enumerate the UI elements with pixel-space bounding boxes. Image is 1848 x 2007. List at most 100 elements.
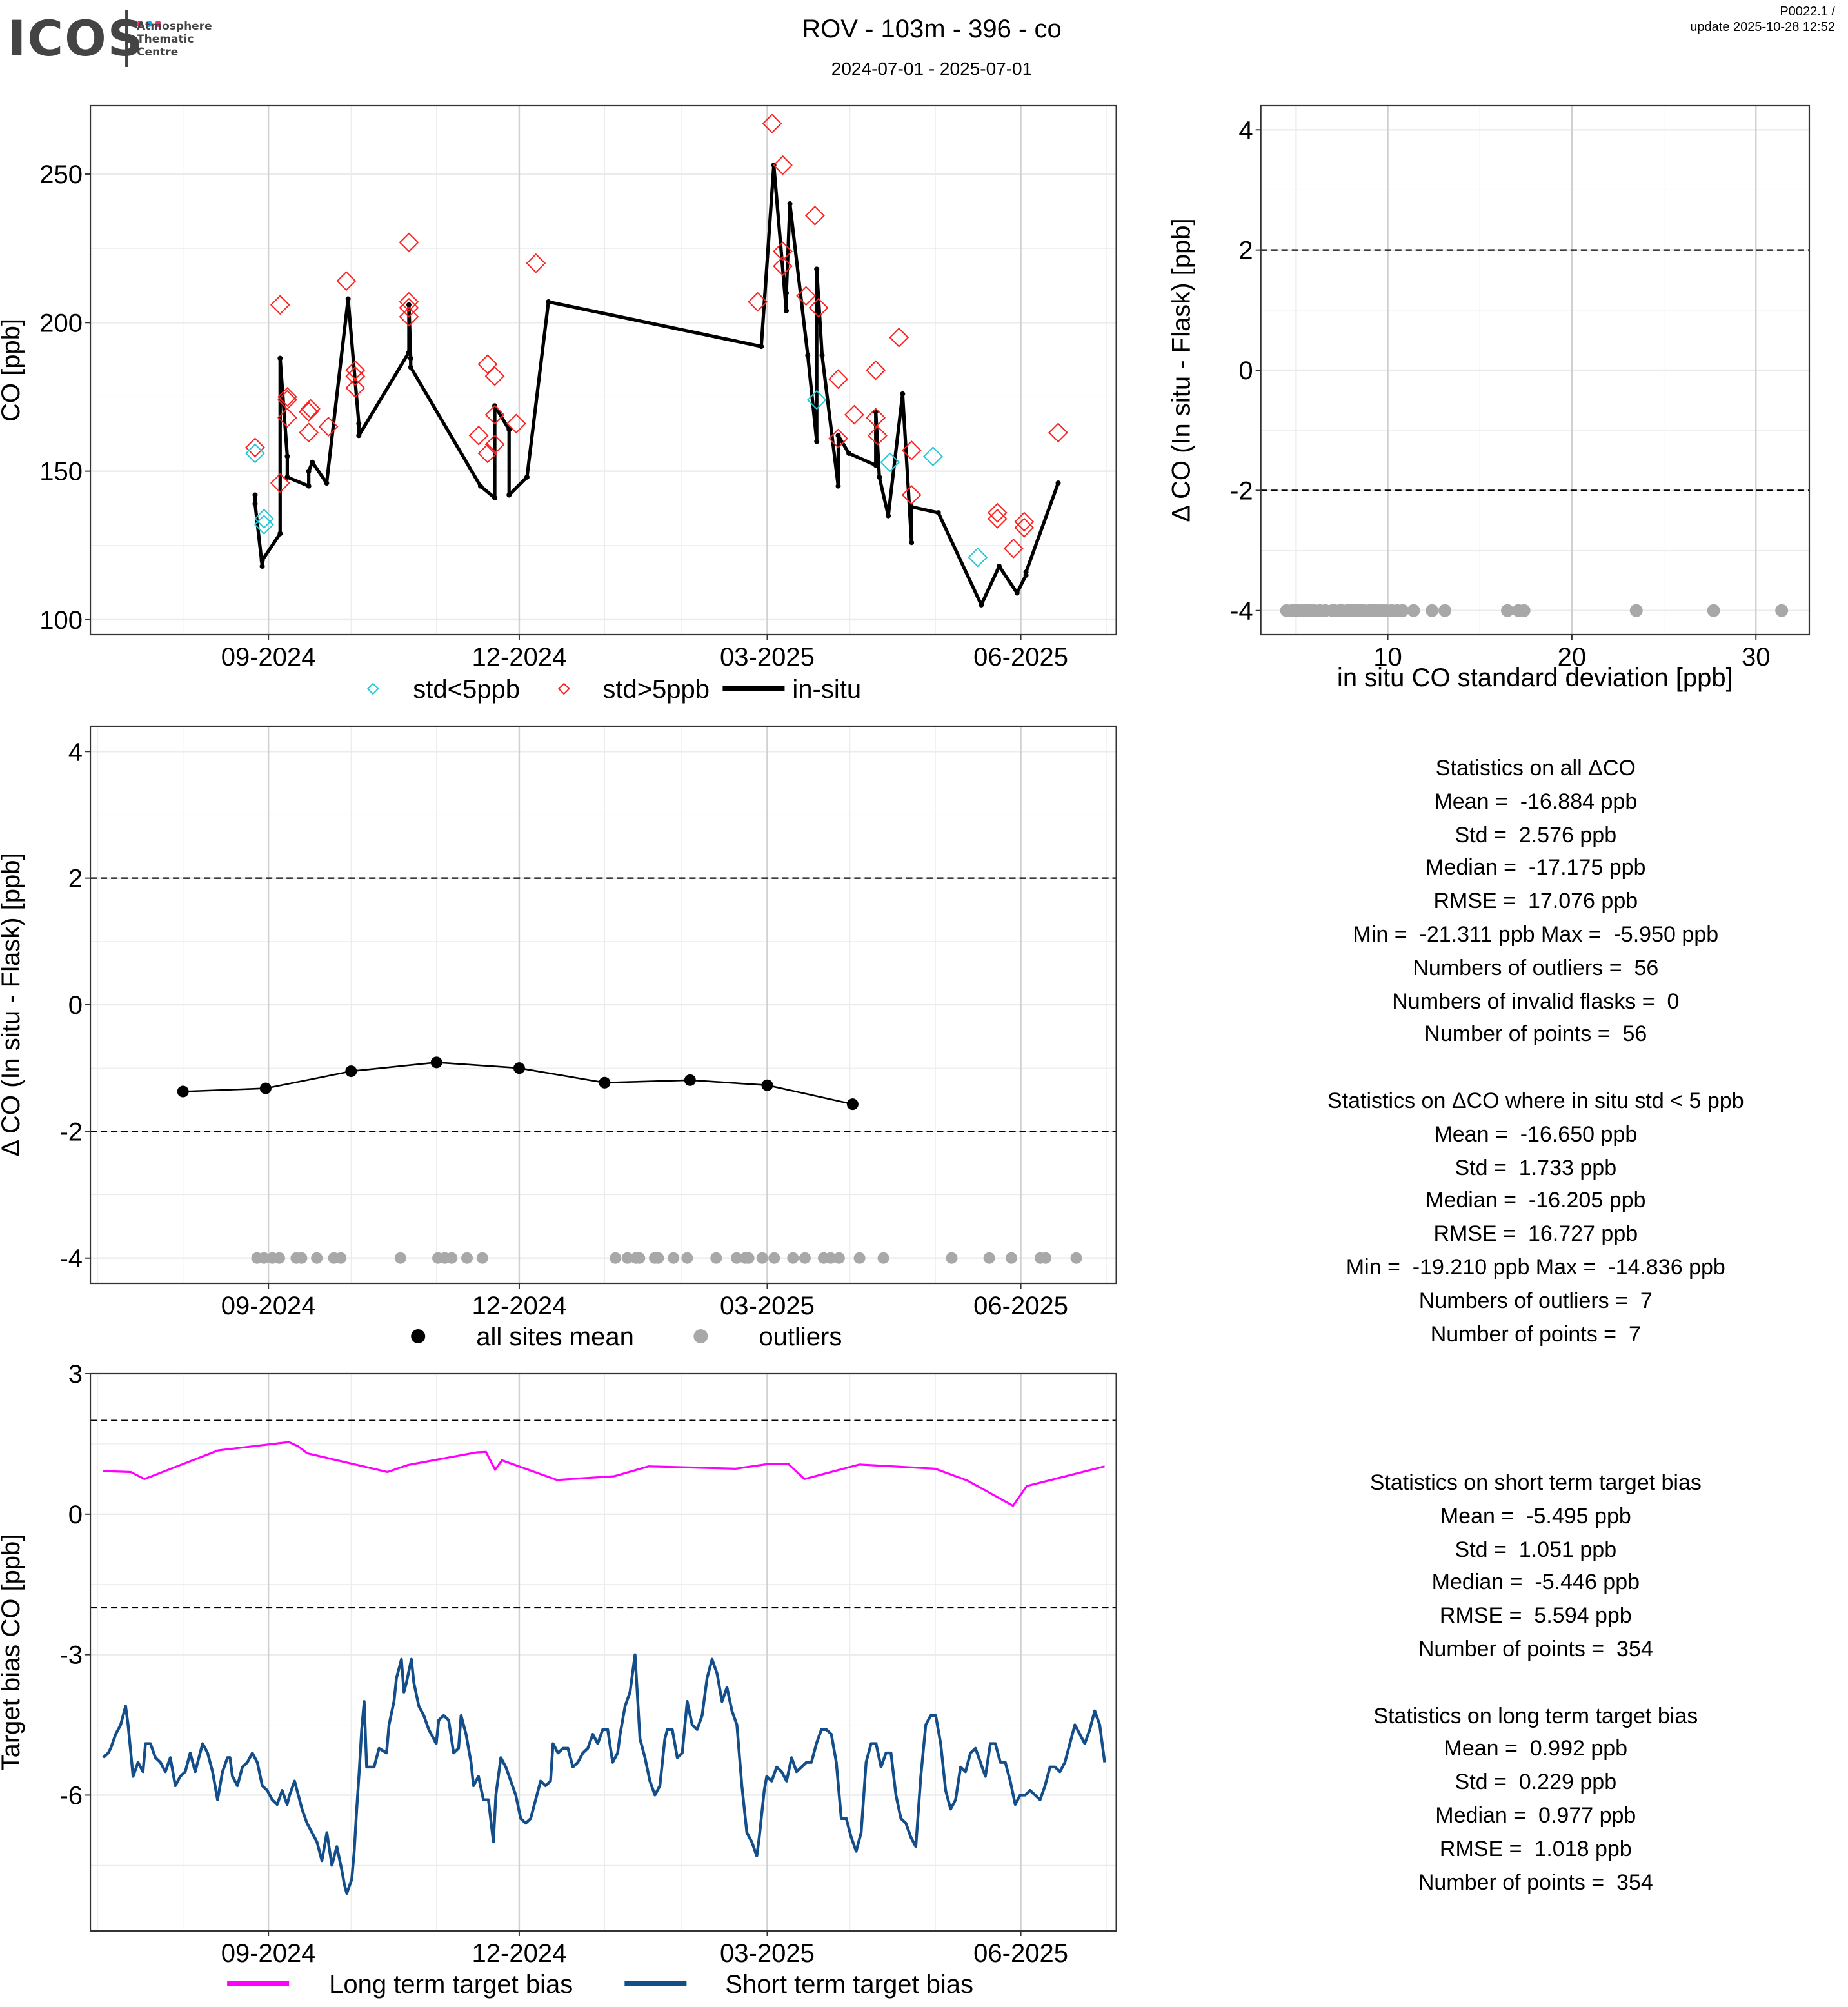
delta-vs-std-plot: -4 -2 0 2 4 10 20 30 Δ CO (In situ - Flask) [ppb… — [1167, 104, 1811, 692]
mean-point — [846, 1098, 859, 1111]
stats-all: Statistics on all ΔCO Mean = -16.884 ppb… — [1239, 752, 1833, 1351]
stats-line: Numbers of outliers = 7 — [1418, 1288, 1653, 1313]
stats-title: Statistics on short term target bias — [1369, 1470, 1702, 1495]
insitu-point — [406, 350, 412, 355]
logo-line: Atmosphere — [137, 21, 212, 34]
x-tick-label: 06-2025 — [973, 1939, 1068, 1968]
insitu-point — [506, 427, 512, 433]
update-info: P0022.1 / update 2025-10-28 12:52 — [1690, 5, 1835, 36]
stats-line: Number of points = 7 — [1430, 1321, 1641, 1347]
outlier-point — [1501, 604, 1515, 617]
y-tick-label: -4 — [59, 1245, 83, 1273]
outlier-point — [853, 1252, 866, 1264]
flask-std-gt5-marker — [844, 404, 864, 425]
legend-label: Short term target bias — [725, 1970, 973, 1999]
y-tick-label: 250 — [39, 161, 83, 189]
plot-border — [1260, 104, 1811, 636]
flask-std-gt5-marker — [399, 306, 419, 327]
outlier-point — [1629, 604, 1643, 617]
y-tick-label: 2 — [1238, 237, 1253, 265]
outlier-point — [983, 1252, 995, 1264]
insitu-point — [909, 504, 915, 509]
flask-std-gt5-marker — [901, 440, 922, 460]
insitu-point — [345, 296, 351, 302]
stats-title: Statistics on ΔCO where in situ std < 5 … — [1327, 1088, 1744, 1113]
outlier-point — [258, 1252, 270, 1264]
insitu-point — [524, 474, 530, 480]
x-tick-label: 30 — [1742, 643, 1771, 671]
figure-subtitle: 2024-07-01 - 2025-07-01 — [831, 58, 1033, 79]
y-tick-label: 0 — [68, 991, 83, 1020]
insitu-point — [310, 459, 315, 465]
mean-point — [684, 1074, 696, 1086]
y-tick-label: -2 — [1230, 477, 1253, 505]
insitu-point — [284, 474, 290, 480]
insitu-point — [1055, 480, 1061, 486]
flask-std-gt5-marker — [526, 253, 546, 273]
flask-std-gt5-marker — [506, 413, 526, 434]
y-tick-label: 3 — [68, 1360, 83, 1389]
y-tick-label: -3 — [59, 1641, 83, 1670]
flask-std-lt5-marker — [923, 446, 943, 467]
insitu-point — [784, 308, 790, 313]
x-tick-label: 10 — [1373, 643, 1402, 671]
insitu-point — [814, 439, 820, 444]
flask-std-gt5-marker — [277, 408, 297, 428]
flask-std-gt5-marker — [828, 428, 848, 449]
insitu-point — [406, 302, 412, 308]
legend-mean-icon — [411, 1329, 426, 1343]
outlier-point — [610, 1252, 622, 1264]
outlier-point — [621, 1252, 633, 1264]
x-tick-label: 20 — [1558, 643, 1587, 671]
outlier-point — [1070, 1252, 1082, 1264]
flask-std-gt5-marker — [773, 155, 793, 175]
outlier-point — [799, 1252, 811, 1264]
flask-std-gt5-marker — [866, 408, 886, 428]
outlier-point — [446, 1252, 458, 1264]
stats-line: Median = 0.977 ppb — [1435, 1803, 1636, 1828]
y-tick-label: 4 — [1238, 116, 1253, 144]
flask-std-gt5-marker — [889, 327, 909, 348]
flask-std-gt5-marker — [484, 366, 505, 386]
stats-line: Mean = -16.650 ppb — [1434, 1122, 1638, 1147]
insitu-point — [935, 510, 941, 516]
flask-std-gt5-marker — [299, 422, 319, 443]
y-axis-label: Δ CO (In situ - Flask) [ppb] — [0, 853, 25, 1156]
flask-std-lt5-marker — [968, 547, 988, 568]
stats-line: Mean = 0.992 ppb — [1444, 1736, 1628, 1761]
flask-std-gt5-marker — [484, 434, 505, 455]
insitu-point — [492, 495, 498, 501]
outlier-point — [681, 1252, 693, 1264]
logo-subtitle: Atmosphere Thematic Centre — [137, 21, 212, 59]
outlier-point — [946, 1252, 958, 1264]
insitu-point — [814, 266, 820, 272]
flask-std-gt5-marker — [748, 292, 768, 312]
insitu-point — [546, 299, 551, 305]
plot-border — [89, 1372, 1117, 1932]
stats-title: Statistics on long term target bias — [1373, 1703, 1698, 1728]
flask-std-gt5-marker — [484, 404, 505, 425]
y-tick-label: 0 — [1238, 357, 1253, 385]
x-tick-label: 12-2024 — [472, 643, 567, 671]
outlier-point — [311, 1252, 323, 1264]
plot-border — [89, 104, 1117, 636]
stats-line: Numbers of invalid flasks = 0 — [1392, 989, 1680, 1014]
insitu-point — [979, 602, 984, 608]
stats-line: Mean = -5.495 ppb — [1440, 1503, 1631, 1528]
flask-std-gt5-marker — [468, 425, 489, 446]
flask-std-gt5-marker — [299, 402, 319, 422]
flask-std-gt5-marker — [477, 443, 498, 464]
legend-outlier-icon — [693, 1329, 708, 1343]
logo-line: Thematic — [137, 34, 194, 46]
y-axis-label: Δ CO (In situ - Flask) [ppb] — [1167, 218, 1196, 522]
insitu-point — [252, 501, 258, 507]
legend-std-gt5-icon — [557, 682, 570, 695]
outlier-point — [1707, 604, 1720, 617]
flask-std-gt5-marker — [773, 256, 793, 277]
stats-line: Mean = -16.884 ppb — [1434, 789, 1638, 814]
legend-label: in-situ — [792, 675, 861, 704]
flask-std-gt5-marker — [796, 286, 816, 306]
stats-line: RMSE = 5.594 ppb — [1439, 1603, 1632, 1628]
outlier-point — [877, 1252, 889, 1264]
y-tick-label: 150 — [39, 458, 83, 486]
